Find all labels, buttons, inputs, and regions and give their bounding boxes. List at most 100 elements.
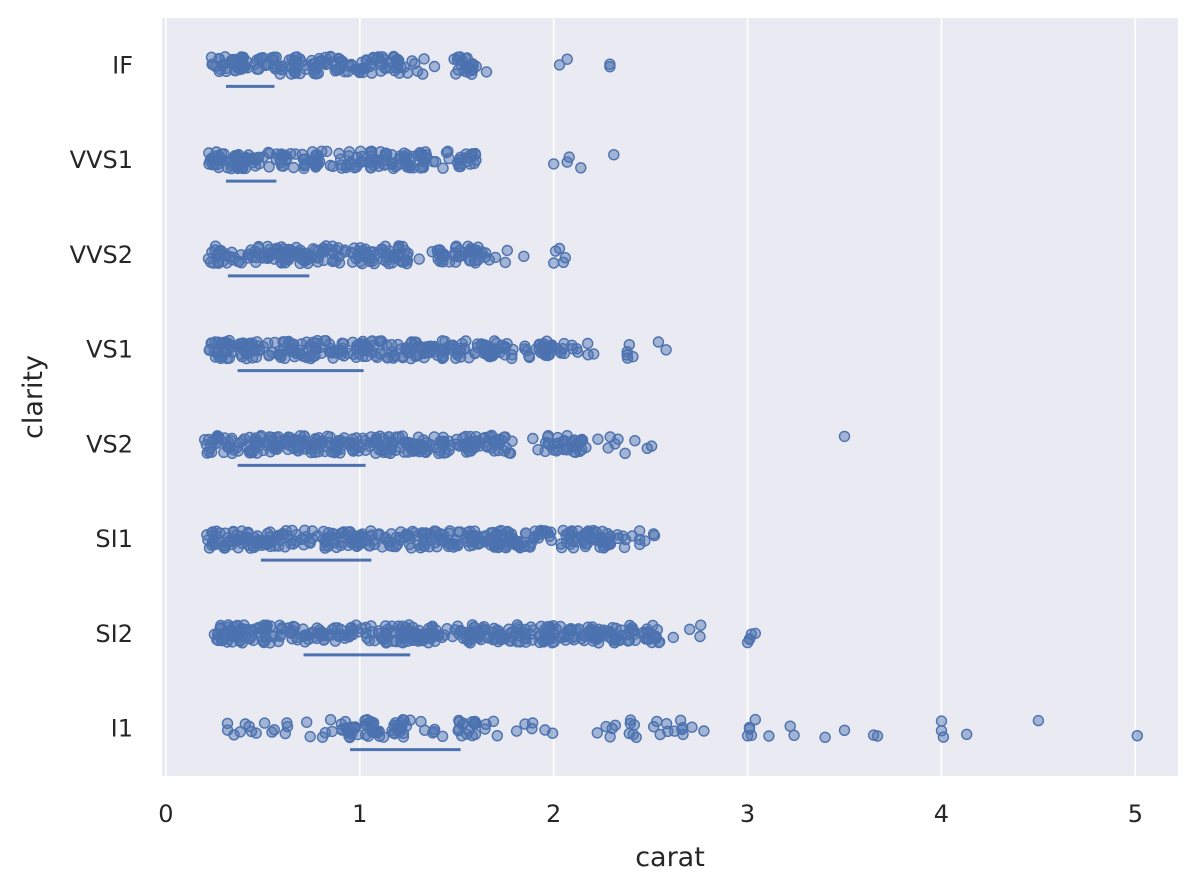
point-vvs2-202: [376, 247, 388, 259]
point-vvs1-185: [311, 159, 323, 171]
point-si1-351: [356, 528, 369, 540]
point-vvs2-220: [553, 242, 566, 255]
point-si2-373: [639, 628, 651, 640]
point-i1-119: [304, 730, 316, 743]
point-vs1-129: [405, 352, 417, 365]
point-si2-393: [425, 632, 437, 645]
point-si1-327: [406, 525, 419, 538]
point-vvs1-179: [205, 153, 217, 165]
point-i1-125: [301, 716, 313, 728]
point-i1-116: [234, 726, 246, 738]
point-vvs1-194: [451, 156, 464, 169]
point-si2-390: [487, 626, 499, 638]
point-vs1-278: [506, 352, 518, 365]
point-vs2-255: [592, 433, 604, 445]
point-vs2-284: [201, 447, 213, 459]
point-si1-188: [287, 538, 299, 550]
point-si2-299: [511, 636, 523, 648]
point-vvs2-140: [327, 254, 340, 266]
point-i1-94: [419, 724, 431, 736]
point-si1-154: [545, 534, 557, 546]
point-si1-300: [567, 542, 580, 554]
point-vs2-314: [350, 432, 362, 444]
point-vs2-306: [422, 444, 434, 456]
iqr-lines: [225, 84, 461, 752]
point-si2-348: [667, 631, 679, 644]
point-vvs1-193: [336, 162, 348, 174]
point-vs1-273: [203, 344, 216, 356]
point-vs2-281: [552, 443, 564, 455]
point-if-65: [286, 62, 299, 75]
point-if-171: [356, 62, 369, 75]
point-vs2-299: [580, 441, 592, 454]
point-si1-322: [512, 536, 525, 548]
point-if-172: [450, 68, 462, 80]
point-vvs1-197: [345, 156, 357, 169]
point-i1-90: [456, 730, 468, 742]
point-i1-136: [745, 729, 758, 742]
point-i1-93: [600, 720, 612, 733]
point-si1-223: [201, 529, 213, 541]
point-vs1-240: [519, 343, 531, 355]
point-vs2-184: [270, 431, 282, 444]
point-vs1-300: [444, 339, 456, 352]
x-tick-label-5: 5: [1128, 800, 1143, 828]
point-vs2-252: [460, 438, 472, 450]
point-si2-398: [745, 628, 758, 640]
point-if-166: [428, 60, 441, 73]
x-tick-label-3: 3: [740, 800, 755, 828]
point-i1-127: [491, 730, 503, 742]
point-si1-338: [387, 540, 399, 553]
point-vs2-303: [198, 434, 211, 446]
point-si1-306: [562, 527, 574, 540]
point-vs2-312: [602, 442, 614, 454]
point-vvs1-200: [548, 158, 560, 170]
point-vs2-286: [329, 446, 341, 459]
point-if-164: [411, 65, 424, 77]
y-tick-label-si2: SI2: [95, 620, 133, 648]
point-if-182: [220, 65, 232, 78]
y-tick-label-i1: I1: [111, 715, 133, 743]
point-vs2-305: [498, 431, 510, 443]
point-vs1-182: [402, 342, 414, 355]
point-vvs1-191: [277, 160, 290, 172]
point-vs2-223: [213, 431, 225, 443]
point-si2-370: [525, 621, 537, 633]
point-vvs1-203: [575, 162, 587, 174]
point-i1-84: [268, 724, 280, 736]
point-if-168: [448, 53, 460, 65]
point-if-179: [319, 51, 332, 64]
point-si2-282: [653, 636, 666, 648]
point-vs2-317: [838, 430, 851, 443]
point-i1-137: [749, 713, 761, 726]
point-si1-310: [317, 525, 330, 538]
point-vs2-260: [486, 429, 498, 442]
point-si2-302: [623, 634, 636, 646]
point-vvs2-217: [286, 250, 298, 262]
point-si1-244: [319, 542, 331, 554]
point-si1-321: [335, 539, 347, 552]
point-i1-98: [510, 725, 523, 737]
point-vvs2-176: [326, 240, 339, 252]
point-vs1-207: [212, 336, 225, 348]
point-vs1-305: [660, 344, 672, 356]
point-vvs1-164: [298, 159, 310, 172]
point-i1-57: [470, 717, 482, 730]
point-i1-105: [281, 717, 293, 729]
point-vs2-310: [370, 431, 383, 444]
point-if-173: [290, 56, 303, 68]
point-vs2-301: [373, 444, 386, 456]
point-si1-290: [583, 526, 595, 539]
point-vs2-187: [492, 444, 504, 457]
point-vs1-152: [223, 352, 236, 364]
y-tick-labels: IF VVS1 VVS2 VS1 VS2 SI1 SI2 I1: [70, 51, 133, 742]
point-vs2-315: [324, 431, 336, 443]
x-tick-label-0: 0: [158, 800, 173, 828]
point-si2-394: [397, 632, 410, 645]
point-vs1-115: [320, 335, 332, 347]
point-si1-354: [596, 536, 608, 548]
point-vs1-272: [558, 347, 571, 360]
point-if-189: [480, 66, 493, 78]
point-vvs2-199: [294, 244, 306, 256]
